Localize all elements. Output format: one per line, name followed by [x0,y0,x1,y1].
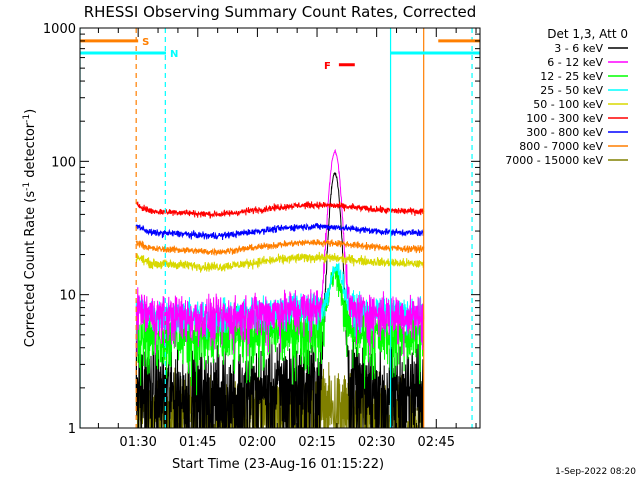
x-tick-label: 02:45 [418,435,455,450]
legend-entry-label: 25 - 50 keV [540,84,603,97]
y-tick-label: 10 [59,289,76,304]
legend-entry-label: 50 - 100 keV [533,98,603,111]
series-line [135,251,425,273]
y-axis-label-sup2: -1 [22,114,32,123]
y-axis-label-main: Corrected Count Rate (s [23,191,38,348]
series-line [135,222,425,241]
y-axis-label: Corrected Count Rate (s-1 detector-1) [22,109,38,347]
axes-layer: 01:30 01:45 02:00 02:15 02:30 02:45 1 10 100 1000 [43,22,480,450]
flag-label: F [324,61,331,72]
flag-label: S [142,37,149,48]
series-line [135,172,424,428]
y-tick-label: 1000 [43,22,76,37]
legend-title: Det 1,3, Att 0 [547,27,628,41]
series-line [135,201,425,219]
series-line [135,239,425,256]
y-tick-label: 1 [68,422,76,437]
y-axis-label-mid: detector [23,122,38,182]
overlay-layer: S N F [80,28,480,428]
x-tick-label: 02:15 [298,435,335,450]
plot-frame [79,27,481,429]
series-line [135,148,425,357]
flag-label: N [170,49,178,60]
x-tick-label: 02:00 [239,435,276,450]
y-tick-label: 100 [51,155,76,170]
x-tick-label: 02:30 [358,435,395,450]
legend-entry-label: 7000 - 15000 keV [505,154,603,167]
x-tick-label: 01:45 [179,435,216,450]
y-axis-label-end: ) [23,109,38,114]
x-tick-label: 01:30 [119,435,156,450]
y-axis-label-sup1: -1 [22,182,32,191]
legend-entry-label: 300 - 800 keV [526,126,603,139]
legend-entry-label: 12 - 25 keV [540,70,603,83]
footer-date: 1-Sep-2022 08:20 [555,467,636,477]
x-axis-label: Start Time (23-Aug-16 01:15:22) [172,457,384,472]
data-layer [135,148,425,428]
legend-entry-label: 100 - 300 keV [526,112,603,125]
legend-entry-label: 800 - 7000 keV [519,140,603,153]
legend-entry-label: 3 - 6 keV [554,42,603,55]
legend-entry-label: 6 - 12 keV [547,56,603,69]
chart-title: RHESSI Observing Summary Count Rates, Co… [84,3,477,21]
